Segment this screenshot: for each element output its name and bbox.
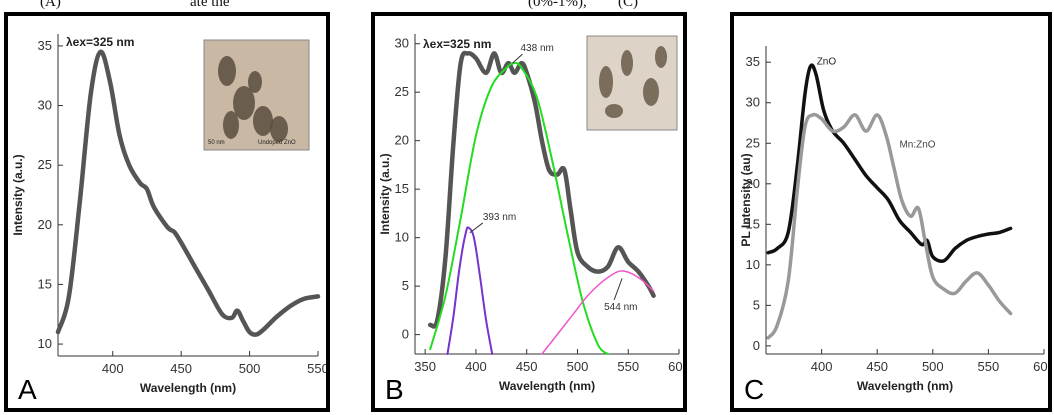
x-tick-label: 400 [465,359,487,374]
inset-particle [253,106,273,136]
inset-particle [643,78,659,106]
y-tick-label: 10 [38,336,52,351]
x-tick-label: 500 [922,359,944,374]
y-tick-label: 35 [746,54,760,69]
x-tick-label: 550 [307,361,326,376]
y-tick-label: 0 [402,327,409,342]
inset-particle [248,71,262,93]
inset-particle [233,86,255,120]
y-tick-label: 5 [753,297,760,312]
chart-c-svg: 400 450 500 550 600 0 5 10 15 20 25 30 35 Wavelength … [739,46,1048,405]
y-tick-label: 25 [38,157,52,172]
series-line-mn-zno [766,112,1013,340]
y-axis-title: Intensity (a.u.) [11,154,25,235]
y-tick-label: 15 [746,216,760,231]
series-line-peak-544 [541,270,655,355]
series-label-zno: ZnO [817,56,837,67]
inset-particle [270,116,288,142]
inset-particle [655,46,667,68]
x-tick-label: 550 [617,359,639,374]
caption-fragment: (A) [40,0,61,10]
excitation-annotation: λex=325 nm [66,35,134,49]
peak-pointer [469,222,484,234]
y-tick-label: 20 [395,133,409,148]
inset-particle [223,111,239,139]
chart-a-svg: 400 450 500 550 10 15 20 25 30 35 Wavelength (nm) I… [11,34,326,405]
chart-b-svg: 350 400 450 500 550 600 0 5 10 15 20 25 30 Wavelength… [378,34,683,405]
chart-panel-c: 400 450 500 550 600 0 5 10 15 20 25 30 35 Wavelength … [730,12,1052,412]
x-tick-label: 400 [811,359,833,374]
caption-strip: (A) ate the (0%-1%), (C) [0,0,1054,14]
y-tick-label: 30 [395,36,409,51]
y-tick-label: 15 [395,181,409,196]
x-tick-label: 450 [170,361,192,376]
inset-tem-image [203,39,310,151]
y-tick-label: 25 [746,135,760,150]
y-tick-label: 35 [38,38,52,53]
series-line-zno [766,63,1013,263]
y-tick-label: 25 [395,84,409,99]
x-axis-title: Wavelength (nm) [499,379,595,393]
y-tick-label: 20 [38,217,52,232]
y-tick-label: 0 [753,338,760,353]
excitation-annotation: λex=325 nm [423,37,491,51]
x-tick-label: 350 [414,359,436,374]
peak-label-393: 393 nm [483,212,516,223]
panel-letter: B [385,374,404,405]
series-label-mn-zno: Mn:ZnO [899,139,935,150]
caption-fragment: (0%-1%), [528,0,587,10]
x-axis-title: Wavelength (nm) [140,381,236,395]
y-axis-title: Intensity (a.u.) [378,153,392,234]
inset-particle [218,56,236,86]
panel-letter: C [744,374,764,405]
x-tick-label: 450 [866,359,888,374]
inset-particle [605,104,623,118]
x-tick-label: 500 [567,359,589,374]
x-tick-label: 550 [978,359,1000,374]
inset-particle [599,66,613,98]
caption-fragment: (C) [618,0,638,10]
panel-letter: A [18,374,37,405]
y-tick-label: 30 [38,98,52,113]
series-line-measured [427,50,656,329]
inset-scale-label: 50 nm [208,140,225,146]
series-line-data [55,49,321,337]
caption-fragment: ate the [190,0,230,10]
peak-pointer [512,53,523,64]
y-tick-label: 10 [746,257,760,272]
y-tick-label: 5 [402,278,409,293]
inset-particle [621,50,633,76]
x-tick-label: 450 [516,359,538,374]
peak-label-438: 438 nm [521,43,554,54]
chart-panel-b: 350 400 450 500 550 600 0 5 10 15 20 25 30 Wavelength… [371,12,687,412]
y-tick-label: 30 [746,95,760,110]
y-axis-title: PL Intensity (au) [739,153,753,246]
x-tick-label: 500 [239,361,261,376]
inset-label: Undoped ZnO [258,140,296,146]
x-axis-title: Wavelength (nm) [857,379,953,393]
series-line-peak-393 [446,226,494,355]
x-tick-label: 600 [1033,359,1048,374]
x-tick-label: 400 [102,361,124,376]
chart-panel-a: 400 450 500 550 10 15 20 25 30 35 Wavelength (nm) I… [4,12,330,412]
peak-label-544: 544 nm [604,302,637,313]
peak-pointer [613,278,623,300]
y-tick-label: 20 [746,176,760,191]
y-tick-label: 15 [38,276,52,291]
series-line-peak-438 [429,62,609,355]
y-tick-label: 10 [395,230,409,245]
x-tick-label: 600 [668,359,683,374]
